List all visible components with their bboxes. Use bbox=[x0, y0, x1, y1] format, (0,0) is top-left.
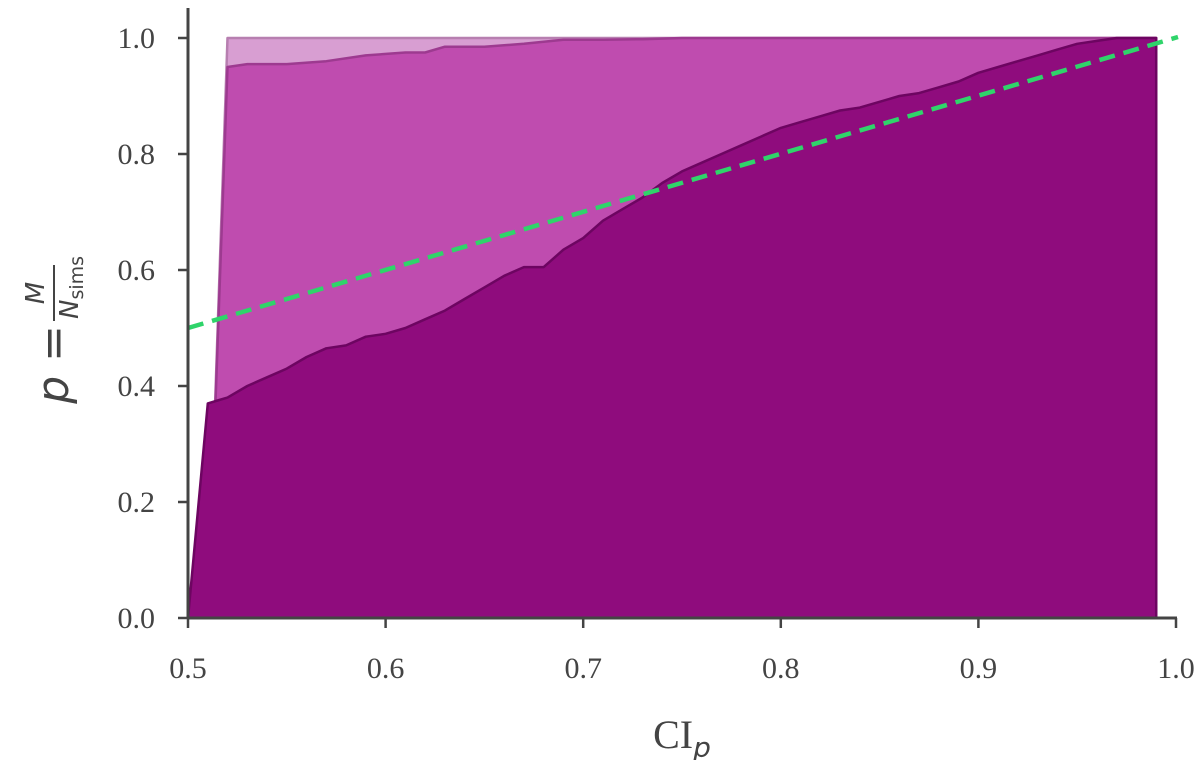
y-tick-label: 0.0 bbox=[118, 602, 156, 635]
x-tick-label: 0.8 bbox=[762, 652, 800, 685]
y-axis-label-numerator: M bbox=[21, 282, 51, 304]
x-axis-label-main: CI bbox=[653, 712, 693, 757]
x-tick-label: 0.5 bbox=[169, 652, 207, 685]
x-tick-label: 0.9 bbox=[960, 652, 998, 685]
chart-areas bbox=[186, 36, 1158, 620]
x-ticks: 0.5 0.6 0.7 0.8 0.9 1.0 bbox=[169, 618, 1195, 685]
y-tick-label: 1.0 bbox=[118, 22, 156, 55]
y-tick-label: 0.6 bbox=[118, 254, 156, 287]
x-axis-label: CIp bbox=[653, 712, 711, 760]
y-ticks: 0.0 0.2 0.4 0.6 0.8 1.0 bbox=[118, 22, 188, 635]
y-axis-label: p = M Nsims bbox=[21, 256, 88, 405]
reference-line-group bbox=[187, 34, 1179, 331]
y-tick-label: 0.4 bbox=[118, 370, 156, 403]
lower-area bbox=[186, 36, 1158, 620]
reference-line bbox=[187, 34, 1179, 331]
y-tick-label: 0.2 bbox=[118, 486, 156, 519]
x-tick-label: 0.6 bbox=[367, 652, 405, 685]
y-axis-label-denominator: Nsims bbox=[55, 256, 88, 319]
y-axis-label-den-sub: sims bbox=[66, 256, 88, 300]
axes bbox=[186, 8, 1177, 620]
x-tick-label: 0.7 bbox=[564, 652, 602, 685]
x-tick-label: 1.0 bbox=[1157, 652, 1195, 685]
x-axis-label-sub: p bbox=[692, 731, 711, 760]
y-axis-label-den-main: N bbox=[55, 300, 85, 319]
y-axis-label-lhs: p = bbox=[28, 325, 79, 405]
y-tick-label: 0.8 bbox=[118, 138, 156, 171]
